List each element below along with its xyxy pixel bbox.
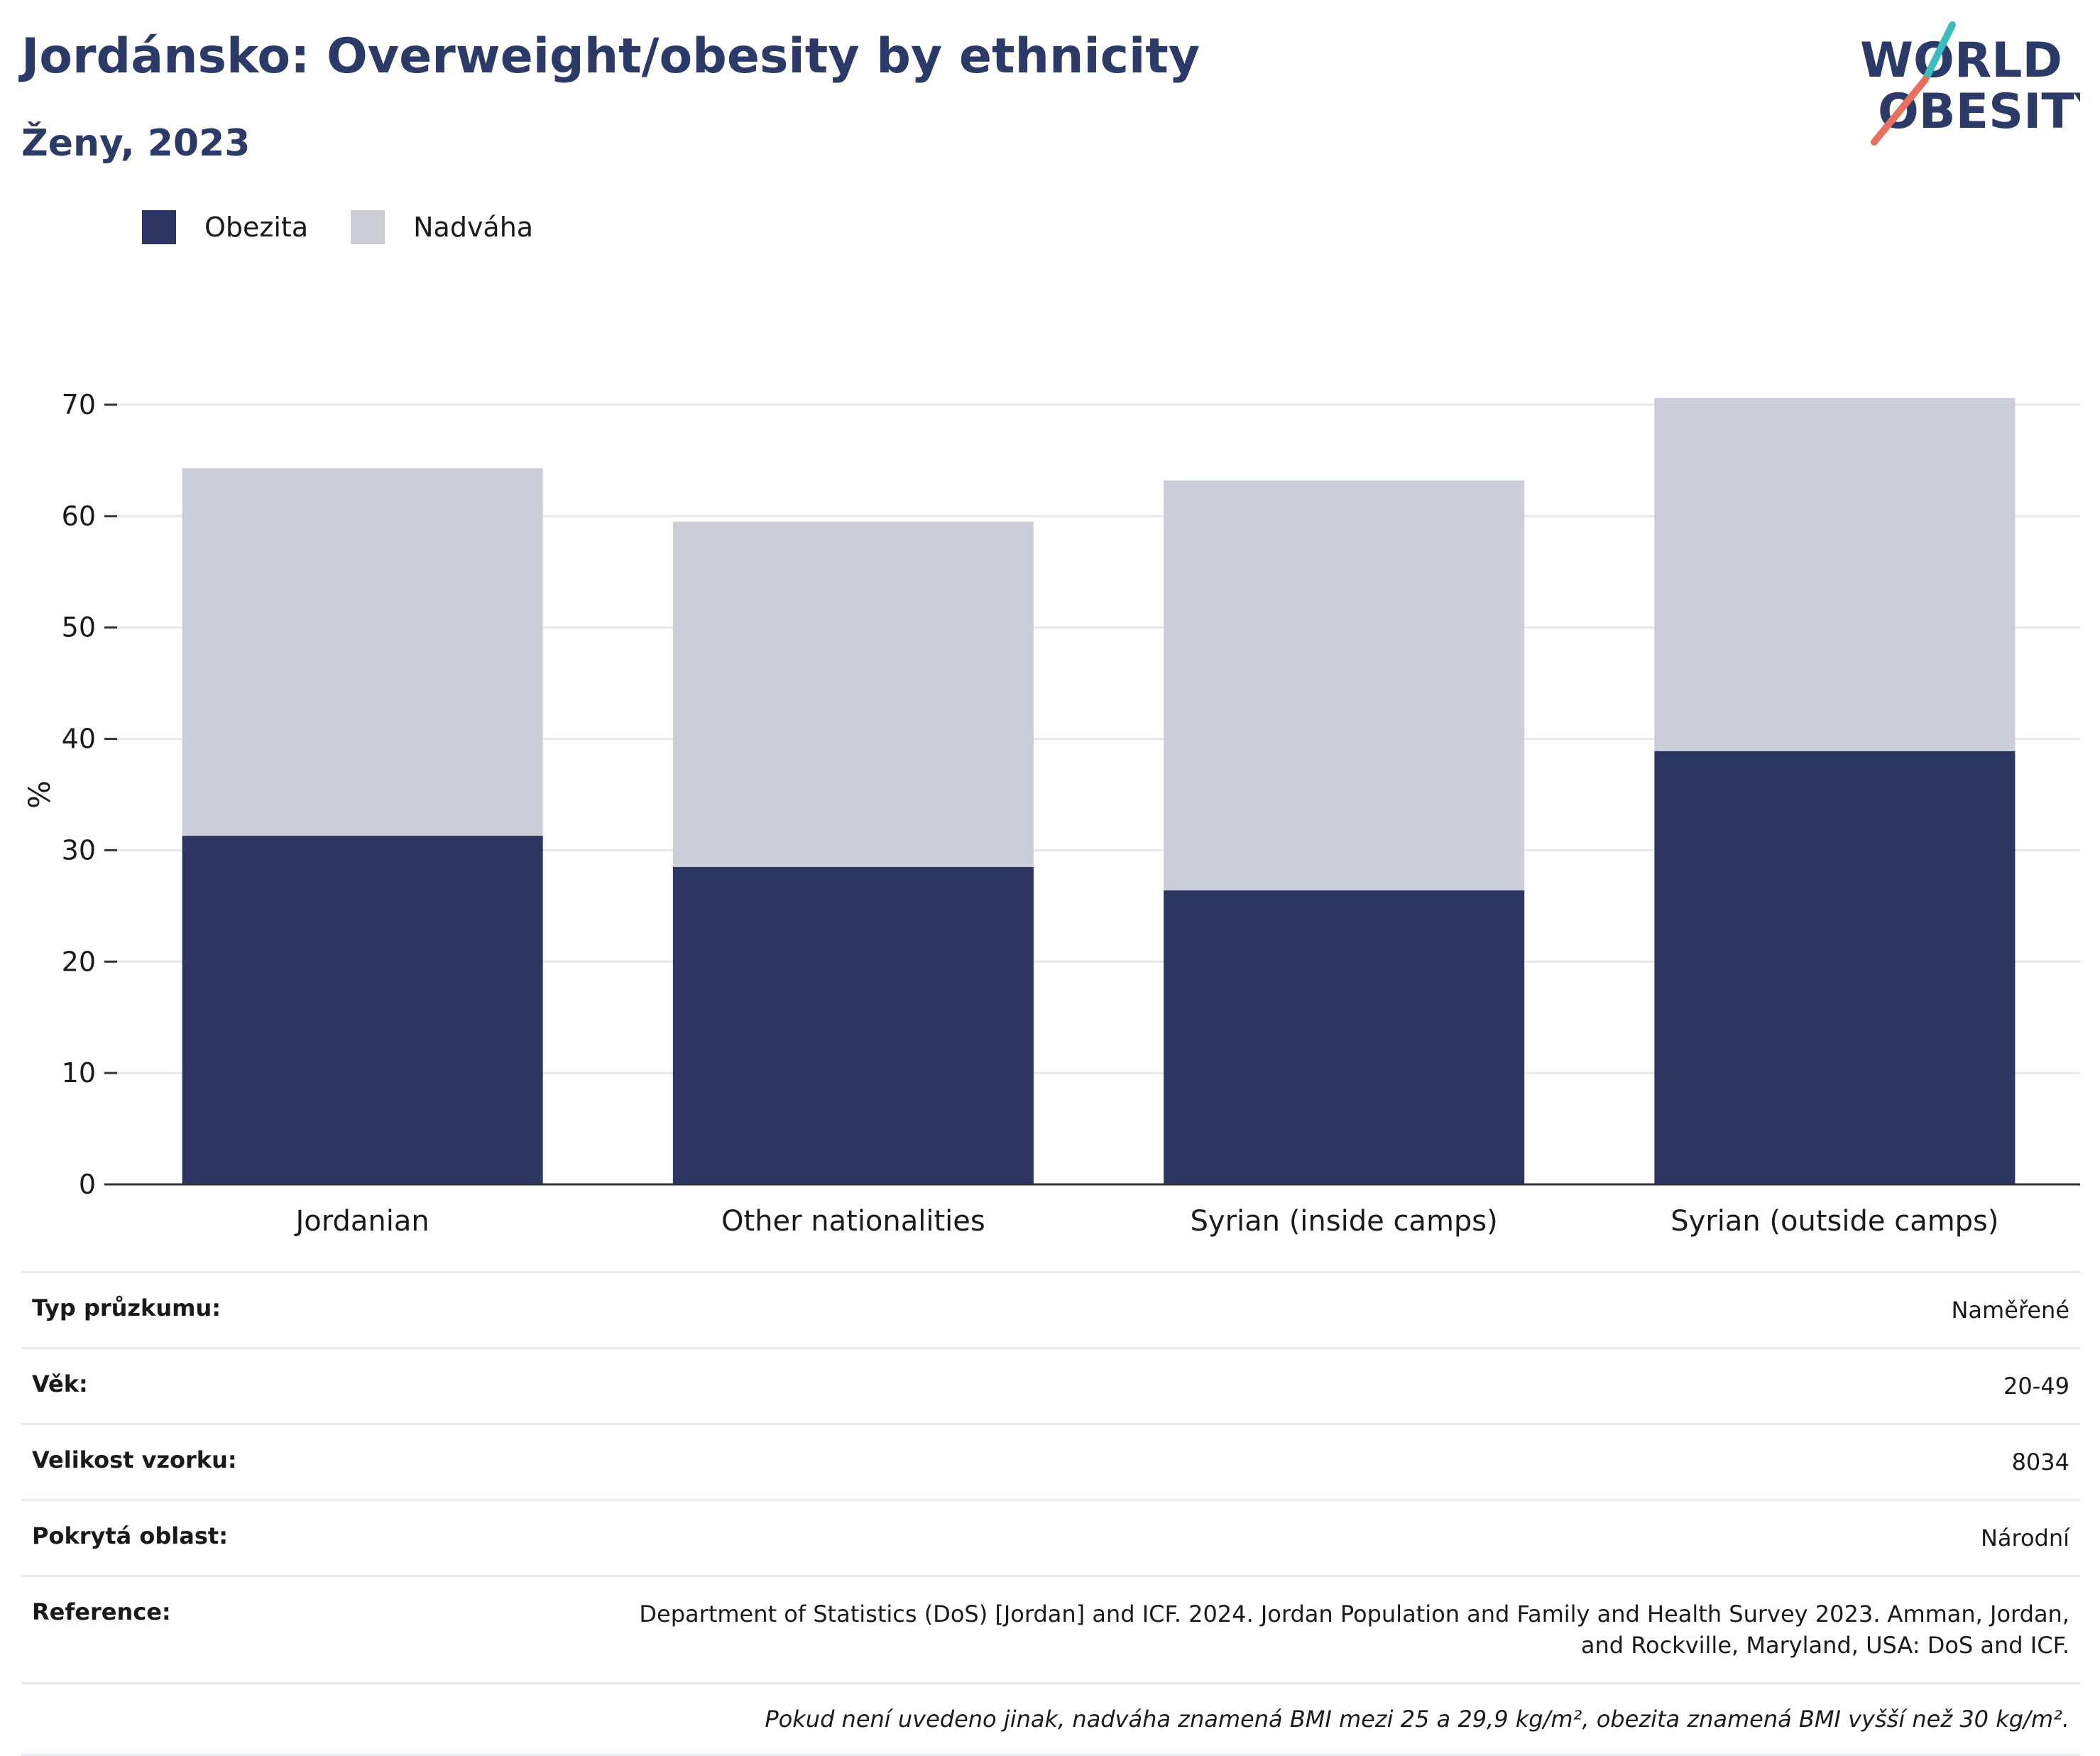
legend: Obezita Nadváha: [142, 210, 576, 244]
logo-text-world: WORLD: [1860, 33, 2062, 89]
y-tick-label: 50: [62, 612, 96, 643]
x-category-label: Syrian (outside camps): [1670, 1205, 1998, 1238]
legend-swatch-overweight: [351, 210, 385, 244]
bar-obesity: [182, 836, 543, 1184]
info-key: Typ průzkumu:: [32, 1294, 222, 1321]
info-key: Věk:: [32, 1370, 88, 1397]
y-tick-label: 60: [62, 501, 96, 532]
legend-item-obesity: Obezita: [142, 210, 308, 244]
x-category-labels: Jordanian Other nationalities Syrian (insi…: [294, 1205, 1999, 1238]
y-tick-label: 30: [62, 834, 96, 866]
bar-obesity: [672, 866, 1034, 1184]
info-key: Velikost vzorku:: [32, 1446, 237, 1473]
info-value: Department of Statistics (DoS) [Jordan] …: [639, 1600, 2069, 1659]
page-title: Jordánsko: Overweight/obesity by ethnici…: [21, 28, 1201, 84]
info-key: Pokrytá oblast:: [32, 1522, 228, 1549]
y-tick-label: 40: [62, 724, 96, 755]
logo-slash-teal: [1922, 21, 1956, 83]
bars: [182, 398, 2016, 1184]
info-row-sample-size: Velikost vzorku: 8034: [21, 1423, 2080, 1499]
bar-overweight: [1654, 398, 2016, 751]
y-tick-label: 10: [62, 1057, 96, 1089]
info-row-area: Pokrytá oblast: Národní: [21, 1499, 2080, 1575]
x-category-label: Other nationalities: [721, 1205, 985, 1238]
bar-chart: 0 10 20 30 40 50 60 70 Jordanian Other nationali…: [22, 389, 2080, 1238]
y-tick-label: 0: [79, 1169, 96, 1200]
y-tick-label: 20: [62, 946, 96, 977]
bar-overweight: [182, 468, 543, 836]
bar-obesity: [1654, 751, 2016, 1184]
x-category-label: Syrian (inside camps): [1191, 1205, 1498, 1238]
legend-swatch-obesity: [142, 210, 176, 244]
legend-label-overweight: Nadváha: [413, 212, 534, 243]
logo-slash-coral: [1871, 76, 1929, 146]
y-tick-label: 70: [62, 389, 96, 420]
page-subtitle: Ženy, 2023: [21, 122, 251, 165]
bar-obesity: [1164, 890, 1525, 1184]
bar-overweight: [672, 521, 1034, 867]
y-tick-labels: 0 10 20 30 40 50 60 70: [62, 389, 117, 1200]
info-row-age: Věk: 20-49: [21, 1347, 2080, 1423]
info-value: Národní: [1980, 1525, 2069, 1552]
world-obesity-logo: WORLD OBESITY: [1860, 21, 2080, 146]
info-value: 8034: [2011, 1449, 2069, 1476]
info-row-reference: Reference: Department of Statistics (DoS…: [21, 1575, 2080, 1682]
info-key: Reference:: [32, 1598, 171, 1625]
info-table: Typ průzkumu: Naměřené Věk: 20-49 Veliko…: [21, 1271, 2080, 1756]
y-axis-label: %: [22, 780, 57, 809]
info-row-survey-type: Typ průzkumu: Naměřené: [21, 1271, 2080, 1347]
info-value: Naměřené: [1951, 1297, 2069, 1324]
bar-overweight: [1164, 480, 1525, 890]
legend-item-overweight: Nadváha: [351, 210, 533, 244]
info-value: 20-49: [2003, 1373, 2069, 1400]
legend-label-obesity: Obezita: [204, 212, 309, 243]
footnote: Pokud není uvedeno jinak, nadváha znamen…: [765, 1706, 2069, 1733]
x-category-label: Jordanian: [294, 1205, 430, 1238]
info-row-footnote: Pokud není uvedeno jinak, nadváha znamen…: [21, 1682, 2080, 1756]
